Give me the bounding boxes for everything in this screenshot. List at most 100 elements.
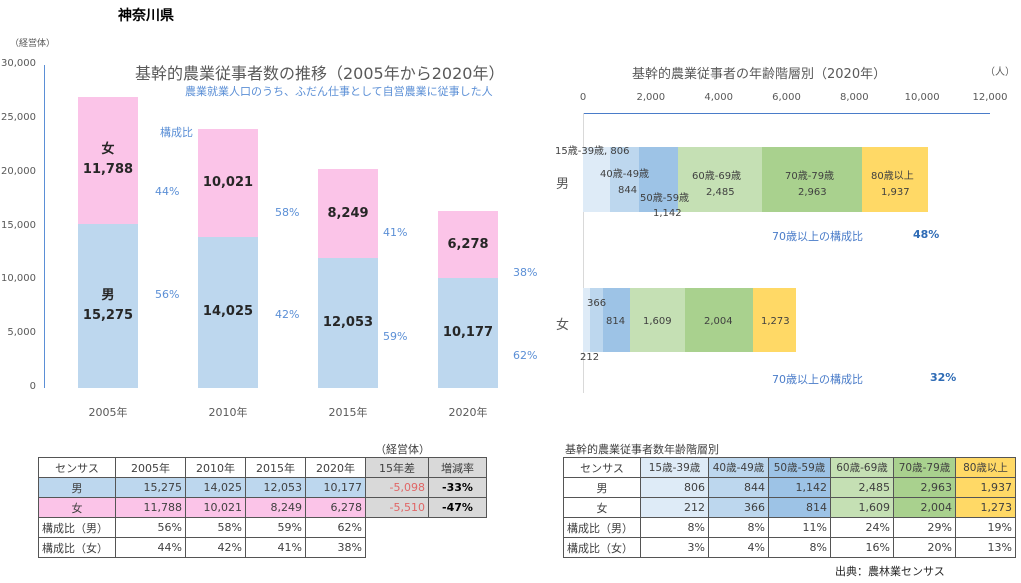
table-cell: 19% bbox=[955, 517, 1016, 538]
table-cell: 8% bbox=[708, 517, 769, 538]
label-male-50-59-value: 1,142 bbox=[653, 208, 682, 219]
series-name-female: 女 bbox=[101, 142, 115, 158]
ratio-label-upper: 58% bbox=[275, 206, 300, 219]
table-cell: 10,021 bbox=[185, 497, 246, 518]
x-tick-label: 0 bbox=[579, 92, 587, 103]
bar-female bbox=[318, 169, 378, 259]
right-chart-title: 基幹的農業従事者の年齢階層別（2020年） bbox=[632, 67, 887, 82]
prefecture-title: 神奈川県 bbox=[118, 8, 174, 24]
x-tick-label: 4,000 bbox=[704, 92, 733, 103]
table-header-cell: センサス bbox=[38, 457, 116, 478]
ratio-label-lower: 56% bbox=[155, 288, 180, 301]
bar-segment-female bbox=[752, 288, 796, 352]
left-chart-subtitle: 農業就業人口のうち、ふだん仕事として自営農業に従事した人 bbox=[185, 85, 493, 98]
x-tick-label: 8,000 bbox=[840, 92, 869, 103]
y-tick-label: 25,000 bbox=[1, 111, 36, 123]
table-cell: 42% bbox=[185, 537, 246, 558]
table-header-cell: 15歳-39歳 bbox=[640, 457, 709, 478]
left-table: センサス 2005年 2010年 2015年 2020年 15年差 増減率男 15,275 14… bbox=[38, 457, 487, 558]
bar-segment-male bbox=[761, 147, 863, 212]
ratio-label-upper: 44% bbox=[155, 185, 180, 198]
label-male-80-name: 80歳以上 bbox=[871, 171, 914, 182]
bar-male bbox=[438, 278, 498, 388]
data-label-female: 6,278 bbox=[447, 236, 489, 252]
category-female: 女 bbox=[556, 318, 570, 333]
over70-label-female: 70歳以上の構成比 bbox=[772, 373, 863, 386]
bar-segment-male bbox=[583, 147, 611, 212]
y-tick-label: 10,000 bbox=[1, 273, 36, 285]
table-cell: 844 bbox=[708, 477, 769, 498]
table-header-row: センサス 15歳-39歳 40歳-49歳 50歳-59歳 60歳-69歳 70歳-79歳 8… bbox=[563, 457, 1016, 478]
y-tick-label: 0 bbox=[29, 381, 36, 392]
data-label-male: 12,053 bbox=[322, 315, 374, 331]
table-row: 構成比（男） 56% 58% 59% 62% bbox=[38, 517, 487, 538]
label-female-40-49: 366 bbox=[587, 298, 607, 309]
table-cell: 8% bbox=[640, 517, 709, 538]
table-row: 女 11,788 10,021 8,249 6,278 -5,510 -47% bbox=[38, 497, 487, 518]
data-label-male: 15,275 bbox=[82, 307, 134, 323]
table-header-cell: 60歳-69歳 bbox=[830, 457, 894, 478]
table-cell: 41% bbox=[245, 537, 306, 558]
bar-female bbox=[78, 96, 138, 224]
table-cell: 女 bbox=[563, 497, 641, 518]
label-male-60-69-name: 60歳-69歳 bbox=[692, 171, 742, 182]
table-cell: 44% bbox=[115, 537, 186, 558]
table-header-cell: 増減率 bbox=[428, 457, 487, 478]
bar-segment-female bbox=[684, 288, 753, 352]
x-tick-label: 6,000 bbox=[772, 92, 801, 103]
table-cell: 構成比（男） bbox=[38, 517, 116, 538]
table-cell: 構成比（女） bbox=[563, 537, 641, 558]
table-cell: 806 bbox=[640, 477, 709, 498]
y-axis-unit: （経営体） bbox=[10, 39, 56, 49]
table-cell: 20% bbox=[893, 537, 956, 558]
bar-male bbox=[78, 223, 138, 388]
label-male-70-79-value: 2,963 bbox=[798, 187, 827, 198]
x-tick-label: 2,000 bbox=[636, 92, 666, 103]
data-label-male: 14,025 bbox=[202, 304, 254, 320]
table-cell: 1,142 bbox=[768, 477, 831, 498]
label-male-15-39: 15歳-39歳, 806 bbox=[555, 146, 630, 157]
bar-segment-male bbox=[610, 147, 639, 212]
y-tick-label: 15,000 bbox=[1, 219, 36, 231]
right-table-title: 基幹的農業従事者数年齢階層別 bbox=[565, 443, 719, 456]
table-cell: 11,788 bbox=[115, 497, 186, 518]
table-cell: 29% bbox=[893, 517, 956, 538]
table-header-cell: 2005年 bbox=[115, 457, 186, 478]
ratio-label-upper: 41% bbox=[383, 226, 408, 239]
table-cell: 1,937 bbox=[955, 477, 1016, 498]
table-header-cell: 80歳以上 bbox=[955, 457, 1016, 478]
ratio-label-lower: 62% bbox=[513, 349, 538, 362]
table-cell: 10,177 bbox=[305, 477, 366, 498]
label-male-60-69-value: 2,485 bbox=[706, 187, 735, 198]
x-tick-label: 12,000 bbox=[972, 92, 1008, 103]
label-male-40-49-name: 40歳-49歳 bbox=[600, 169, 650, 180]
table-cell: 構成比（女） bbox=[38, 537, 116, 558]
bar-segment-female bbox=[590, 288, 603, 352]
y-axis-line bbox=[44, 65, 45, 388]
table-header-row: センサス 2005年 2010年 2015年 2020年 15年差 増減率 bbox=[38, 457, 487, 478]
y-tick-label: 30,000 bbox=[1, 58, 36, 69]
label-female-60-69: 1,609 bbox=[643, 316, 672, 327]
x-category-label: 2005年 bbox=[88, 406, 128, 419]
table-cell: 男 bbox=[38, 477, 116, 498]
table-cell: 12,053 bbox=[245, 477, 306, 498]
bar-female bbox=[438, 210, 498, 279]
x-category-label: 2015年 bbox=[328, 406, 368, 419]
left-chart-title: 基幹的農業従事者数の推移（2005年から2020年） bbox=[135, 64, 505, 83]
table-cell: 3% bbox=[640, 537, 709, 558]
table-header-cell: 70歳-79歳 bbox=[893, 457, 956, 478]
table-cell: 366 bbox=[708, 497, 769, 518]
x-axis-line bbox=[583, 113, 990, 114]
table-cell: 212 bbox=[640, 497, 709, 518]
table-header-cell: 15年差 bbox=[365, 457, 429, 478]
over70-value-female: 32% bbox=[930, 371, 957, 384]
over70-value-male: 48% bbox=[913, 228, 940, 241]
table-cell: 62% bbox=[305, 517, 366, 538]
table-cell: 59% bbox=[245, 517, 306, 538]
table-row: 構成比（女） 3% 4% 8% 16% 20% 13% bbox=[563, 537, 1016, 558]
label-male-40-49-value: 844 bbox=[618, 185, 638, 196]
over70-label-male: 70歳以上の構成比 bbox=[772, 230, 863, 243]
data-label-female: 8,249 bbox=[327, 205, 369, 221]
table-header-cell: センサス bbox=[563, 457, 641, 478]
ratio-label-lower: 42% bbox=[275, 308, 300, 321]
